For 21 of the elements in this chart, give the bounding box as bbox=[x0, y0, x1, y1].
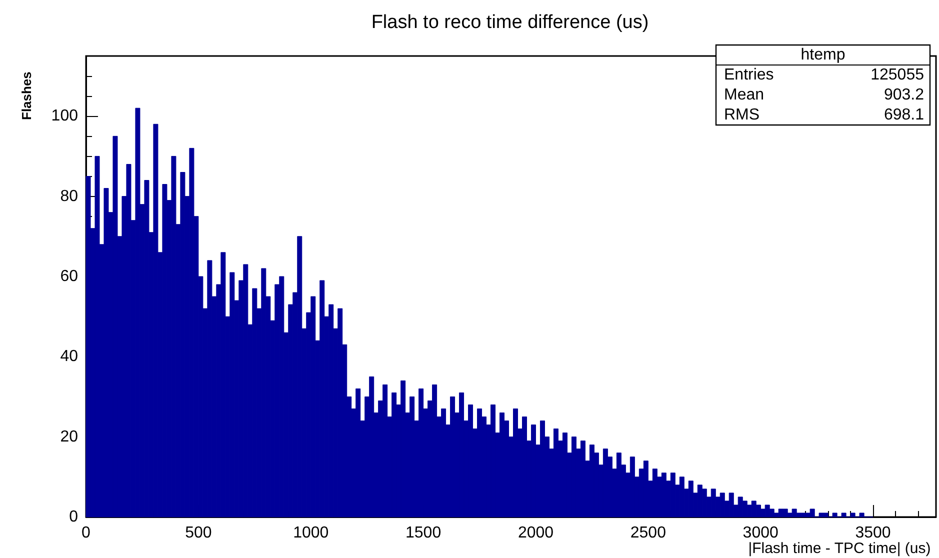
x-tick-label: 2000 bbox=[518, 524, 554, 542]
text: Mean 903.2 bbox=[724, 86, 924, 104]
annotation: htemp bbox=[800, 46, 846, 64]
x-tick-label: 1500 bbox=[406, 524, 442, 542]
y-tick-label: 40 bbox=[60, 348, 78, 366]
x-tick-label: 500 bbox=[185, 524, 212, 542]
y-tick-label: 60 bbox=[60, 268, 78, 285]
text: RMS 698.1 bbox=[724, 106, 924, 124]
text: Entries 125055 bbox=[724, 66, 924, 84]
y-tick-label: 100 bbox=[51, 108, 78, 125]
y-tick-label: 80 bbox=[60, 188, 78, 205]
x-tick-label: 0 bbox=[82, 524, 91, 542]
chart-title: Flash to reco time difference (us) bbox=[371, 12, 649, 33]
x-tick-label: 3500 bbox=[855, 524, 891, 542]
x-tick-label: 2500 bbox=[630, 524, 666, 542]
y-tick-label: 20 bbox=[60, 428, 78, 446]
x-tick-label: 3000 bbox=[742, 524, 778, 542]
y-axis-title: Flashes bbox=[19, 72, 34, 120]
x-axis-title: |Flash time - TPC time| (us) bbox=[748, 540, 931, 557]
x-tick-label: 1000 bbox=[293, 524, 329, 542]
y-tick-label: 0 bbox=[69, 508, 78, 526]
